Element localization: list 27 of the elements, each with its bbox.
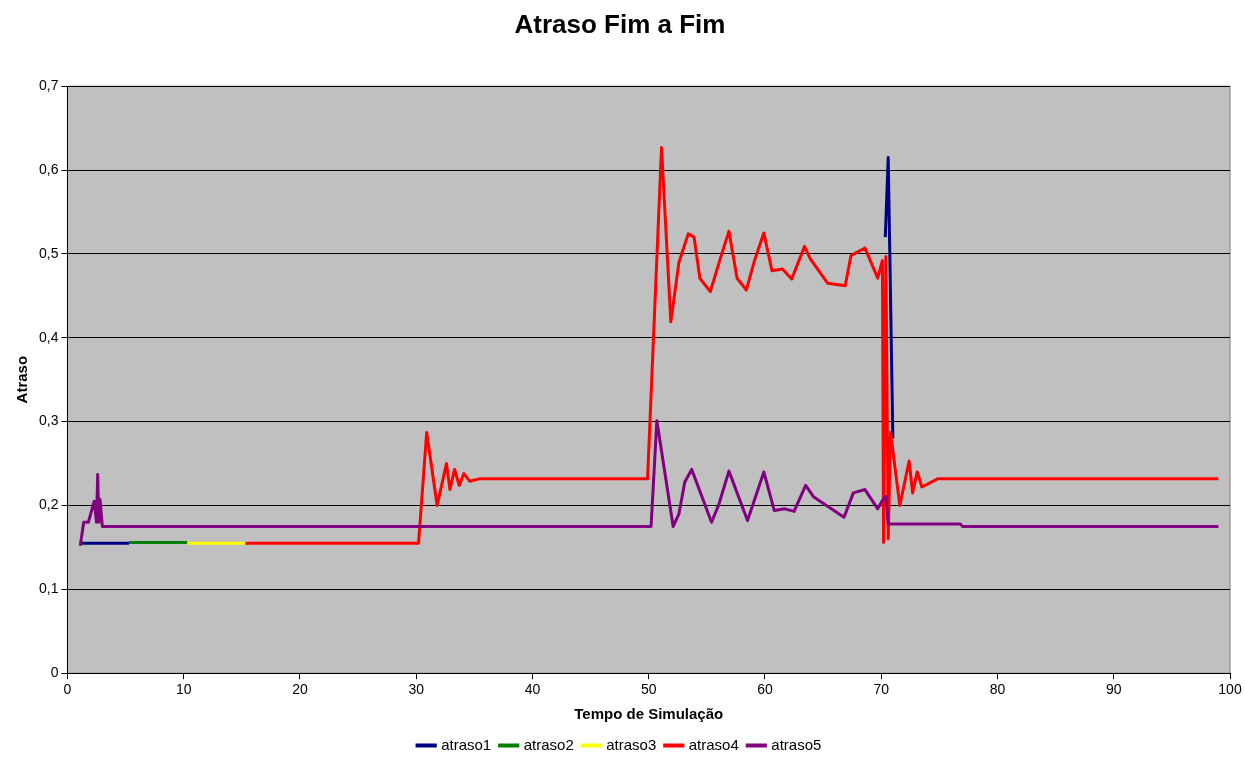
y-tick-label: 0,1 (38, 580, 59, 597)
y-tick-label: 0,4 (38, 328, 59, 345)
legend-label: atraso1 (441, 735, 492, 753)
x-tick-label: 50 (640, 681, 657, 698)
x-tick-label: 40 (524, 681, 541, 698)
y-tick-label: 0,2 (38, 496, 59, 513)
x-tick-label: 20 (292, 681, 308, 698)
x-tick-label: 30 (408, 681, 425, 698)
legend-label: atraso5 (771, 735, 822, 753)
chart-title: Atraso Fim a Fim (514, 8, 726, 39)
x-axis-title: Tempo de Simulação (574, 705, 724, 723)
y-tick-label: 0,6 (38, 160, 59, 177)
y-axis-title: Atraso (13, 355, 31, 404)
x-tick-label: 60 (757, 681, 773, 698)
x-tick-label: 70 (873, 681, 890, 698)
legend-label: atraso2 (523, 735, 574, 753)
x-tick-label: 80 (989, 681, 1006, 698)
y-tick-label: 0,7 (38, 77, 59, 94)
x-tick-label: 10 (175, 681, 192, 698)
x-tick-label: 100 (1218, 681, 1242, 698)
y-tick-label: 0 (50, 664, 59, 681)
legend-label: atraso4 (688, 735, 739, 753)
legend-label: atraso3 (606, 735, 657, 753)
x-tick-label: 90 (1105, 681, 1122, 698)
y-tick-label: 0,3 (38, 412, 59, 429)
x-tick-label: 0 (63, 681, 72, 698)
y-tick-label: 0,5 (38, 244, 59, 261)
